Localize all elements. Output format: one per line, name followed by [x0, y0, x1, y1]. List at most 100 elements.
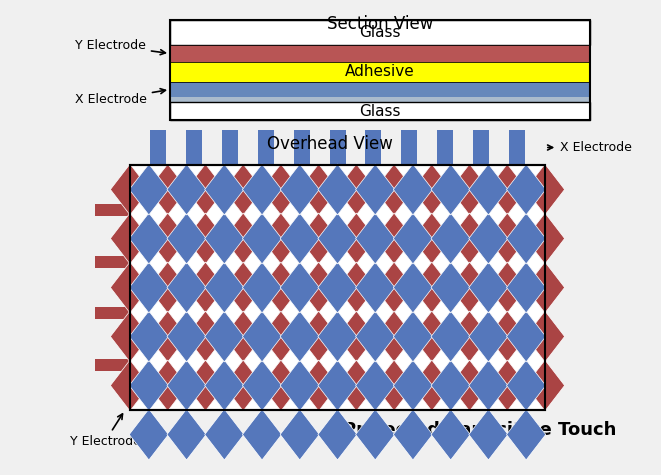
Text: Overhead View: Overhead View	[267, 135, 393, 153]
Polygon shape	[223, 311, 263, 362]
Polygon shape	[356, 164, 395, 215]
Polygon shape	[130, 164, 169, 215]
Polygon shape	[318, 409, 357, 460]
Polygon shape	[167, 360, 206, 411]
Polygon shape	[243, 213, 282, 264]
Polygon shape	[243, 360, 282, 411]
Bar	[401, 130, 417, 165]
Polygon shape	[148, 360, 187, 411]
Bar	[170, 97, 590, 102]
Polygon shape	[525, 164, 564, 215]
Bar	[170, 62, 590, 82]
Polygon shape	[186, 262, 225, 313]
Polygon shape	[110, 360, 149, 411]
Text: X Electrode: X Electrode	[75, 89, 165, 106]
Polygon shape	[506, 213, 546, 264]
Bar	[509, 130, 525, 165]
Polygon shape	[243, 409, 282, 460]
Polygon shape	[167, 213, 206, 264]
Polygon shape	[469, 409, 508, 460]
Polygon shape	[336, 360, 376, 411]
Polygon shape	[506, 409, 546, 460]
Polygon shape	[506, 360, 546, 411]
Bar	[293, 130, 309, 165]
Polygon shape	[223, 213, 263, 264]
Bar	[186, 130, 202, 165]
Polygon shape	[261, 164, 301, 215]
Polygon shape	[525, 360, 564, 411]
Text: Glass: Glass	[359, 25, 401, 40]
Bar	[366, 130, 381, 165]
Polygon shape	[393, 262, 432, 313]
Polygon shape	[280, 164, 319, 215]
Text: Y Electrode: Y Electrode	[75, 39, 165, 55]
Polygon shape	[243, 262, 282, 313]
Polygon shape	[243, 164, 282, 215]
Polygon shape	[431, 409, 470, 460]
Polygon shape	[186, 164, 225, 215]
Bar	[95, 256, 130, 268]
Bar	[170, 45, 590, 62]
Polygon shape	[506, 164, 546, 215]
Polygon shape	[356, 213, 395, 264]
Polygon shape	[110, 213, 149, 264]
Polygon shape	[469, 262, 508, 313]
Polygon shape	[186, 360, 225, 411]
Polygon shape	[450, 360, 489, 411]
Polygon shape	[412, 213, 451, 264]
Polygon shape	[299, 360, 338, 411]
Polygon shape	[167, 164, 206, 215]
Polygon shape	[450, 262, 489, 313]
Polygon shape	[318, 311, 357, 362]
Polygon shape	[205, 311, 244, 362]
Text: X Electrode: X Electrode	[547, 141, 632, 154]
Polygon shape	[375, 213, 414, 264]
Polygon shape	[280, 213, 319, 264]
Polygon shape	[130, 311, 169, 362]
Polygon shape	[280, 409, 319, 460]
Polygon shape	[506, 262, 546, 313]
Polygon shape	[243, 311, 282, 362]
Polygon shape	[318, 262, 357, 313]
Bar	[150, 130, 166, 165]
Polygon shape	[110, 164, 149, 215]
Bar	[329, 130, 346, 165]
Polygon shape	[318, 164, 357, 215]
Polygon shape	[393, 409, 432, 460]
Bar	[170, 20, 590, 45]
Polygon shape	[148, 262, 187, 313]
Polygon shape	[431, 360, 470, 411]
Bar	[130, 165, 545, 410]
Polygon shape	[299, 262, 338, 313]
Polygon shape	[469, 164, 508, 215]
Bar	[170, 20, 590, 120]
Polygon shape	[336, 164, 376, 215]
Polygon shape	[488, 164, 527, 215]
Polygon shape	[280, 360, 319, 411]
Polygon shape	[469, 360, 508, 411]
Polygon shape	[375, 262, 414, 313]
Polygon shape	[336, 213, 376, 264]
Bar	[170, 102, 590, 120]
Polygon shape	[525, 262, 564, 313]
Polygon shape	[375, 164, 414, 215]
Polygon shape	[130, 409, 169, 460]
Polygon shape	[393, 213, 432, 264]
Polygon shape	[488, 311, 527, 362]
Polygon shape	[261, 311, 301, 362]
Text: Adhesive: Adhesive	[345, 65, 415, 79]
Polygon shape	[261, 262, 301, 313]
Polygon shape	[356, 360, 395, 411]
Polygon shape	[431, 164, 470, 215]
Polygon shape	[130, 360, 169, 411]
Polygon shape	[261, 360, 301, 411]
Polygon shape	[393, 311, 432, 362]
Polygon shape	[375, 311, 414, 362]
Polygon shape	[356, 262, 395, 313]
Polygon shape	[205, 164, 244, 215]
Polygon shape	[412, 311, 451, 362]
Polygon shape	[223, 360, 263, 411]
Polygon shape	[299, 164, 338, 215]
Polygon shape	[130, 262, 169, 313]
Polygon shape	[205, 360, 244, 411]
